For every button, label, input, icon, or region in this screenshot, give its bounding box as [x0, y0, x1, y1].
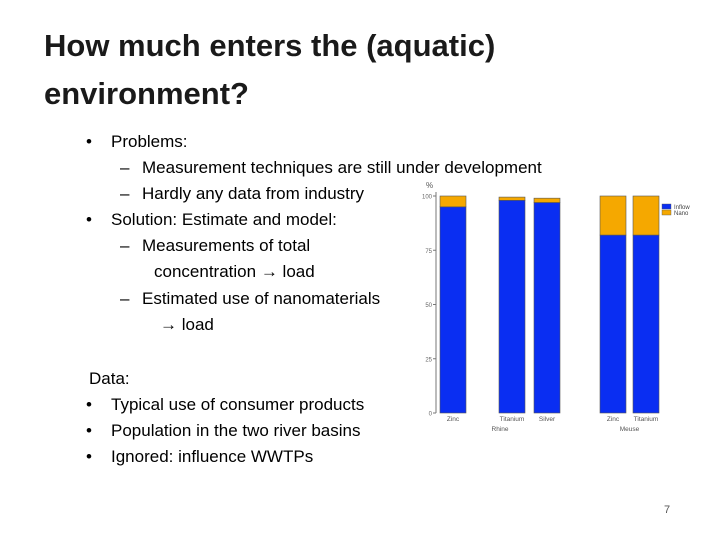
- dash-marker: –: [120, 289, 130, 308]
- data-label: Data:: [89, 369, 130, 388]
- x-tick-label: Titanium: [500, 416, 525, 423]
- x-tick-label: Zinc: [447, 416, 460, 423]
- y-tick-label: 0: [429, 412, 433, 418]
- solution-label: Solution: Estimate and model:: [111, 210, 337, 229]
- bar-nano-0: [439, 195, 467, 208]
- bar-inflow-0: [439, 206, 467, 414]
- legend-label: Inflow: [674, 205, 690, 211]
- slide-title: How much enters the (aquatic) environmen…: [44, 28, 496, 111]
- bar-inflow-3: [599, 234, 627, 414]
- legend-swatch-nano: [661, 209, 672, 216]
- page-number: 7: [664, 504, 671, 516]
- x-tick-label: Zinc: [607, 416, 620, 423]
- y-tick-label: 75: [425, 249, 432, 255]
- bullet-marker: •: [86, 395, 92, 414]
- solution-item-line1: Estimated use of nanomaterials: [142, 289, 381, 308]
- bar-nano-1: [498, 196, 526, 201]
- solution-item-line2: concentration → load: [154, 260, 315, 284]
- bar-inflow-2: [533, 202, 561, 414]
- solution-item-line1: Measurements of total: [142, 236, 311, 255]
- dash-marker: –: [120, 236, 130, 255]
- bar-nano-2: [533, 197, 561, 203]
- bar-nano-4: [632, 195, 660, 236]
- solution-item-text: load: [282, 262, 315, 281]
- group-label: Rhine: [492, 426, 509, 433]
- solution-item-text: load: [181, 315, 214, 334]
- bullet-marker: •: [86, 447, 92, 466]
- bar-inflow-1: [498, 200, 526, 414]
- solution-item-line2: → load: [160, 313, 214, 337]
- data-item: Population in the two river basins: [111, 421, 361, 440]
- dash-marker: –: [120, 184, 130, 203]
- x-tick-label: Titanium: [634, 416, 659, 423]
- bar-nano-3: [599, 195, 627, 236]
- bullet-marker: •: [86, 210, 92, 229]
- y-axis-label: %: [426, 181, 433, 190]
- solution-item-text: concentration: [154, 262, 257, 281]
- bar-inflow-4: [632, 234, 660, 414]
- y-tick-label: 25: [425, 357, 432, 363]
- problems-label: Problems:: [111, 132, 188, 151]
- x-tick-label: Silver: [539, 416, 556, 423]
- stacked-bar-chart: % 0 25 50 75 100 Zinc Titanium Silver Zinc Titaniu…: [422, 181, 690, 433]
- legend-label: Nano: [674, 211, 689, 217]
- problem-item: Hardly any data from industry: [142, 184, 365, 203]
- legend-swatch-inflow: [661, 203, 672, 210]
- y-tick-label: 50: [425, 303, 432, 309]
- bullet-marker: •: [86, 132, 92, 151]
- dash-marker: –: [120, 158, 130, 177]
- arrow-right-icon: →: [260, 262, 278, 281]
- arrow-right-icon: →: [160, 315, 177, 334]
- data-item: Typical use of consumer products: [111, 395, 365, 414]
- data-item: Ignored: influence WWTPs: [111, 447, 314, 466]
- y-tick-label: 100: [422, 195, 433, 201]
- bullet-marker: •: [86, 421, 92, 440]
- group-label: Meuse: [620, 426, 640, 433]
